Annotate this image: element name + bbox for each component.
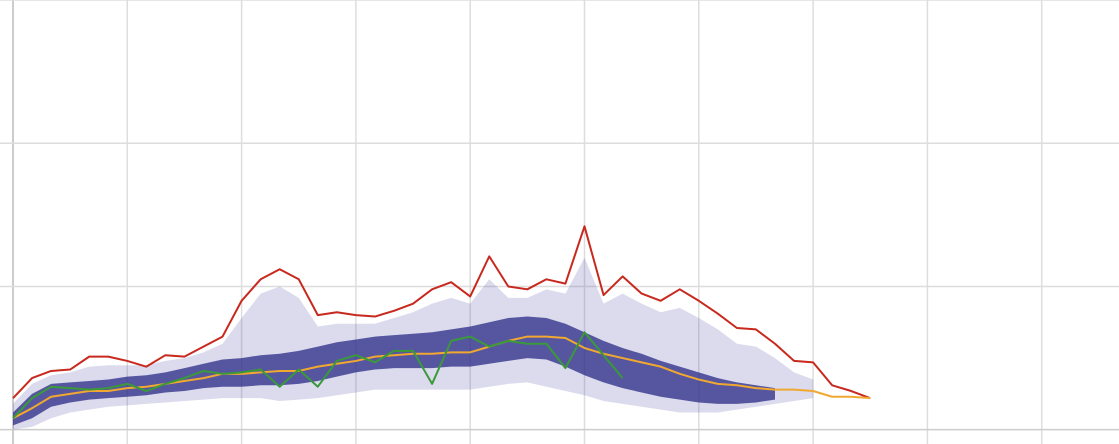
series-line — [12, 331, 624, 419]
band — [13, 316, 775, 426]
series-line — [12, 225, 871, 400]
series-line — [12, 335, 871, 420]
